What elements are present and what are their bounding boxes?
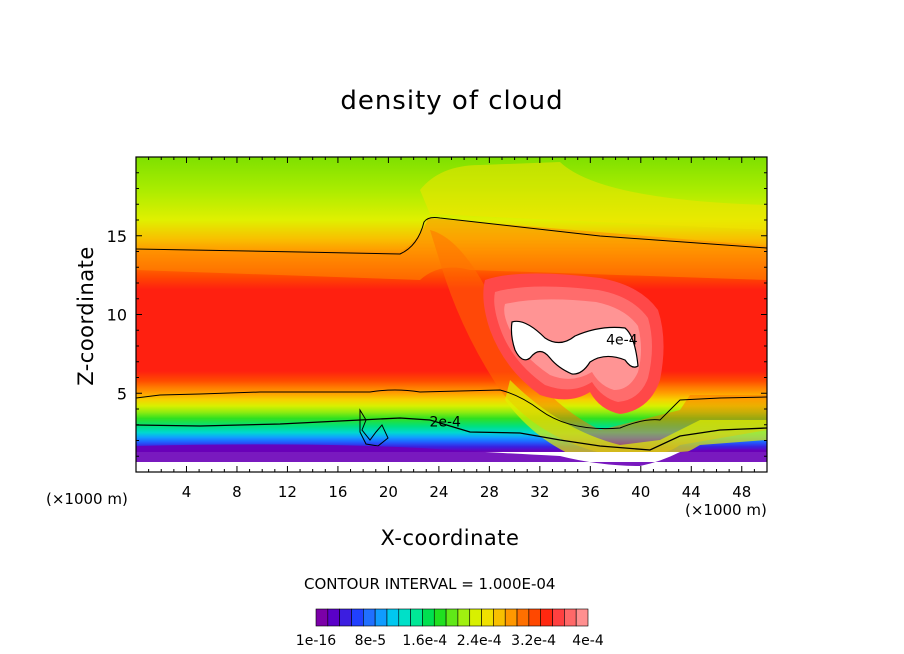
colorbar-cell [457, 608, 471, 627]
colorbar-cell [493, 608, 506, 627]
contour-line-2e-4 [136, 417, 767, 451]
core-white-region [510, 320, 639, 375]
x-tick-label: 8 [232, 483, 242, 501]
colorbar-cell [374, 608, 388, 627]
x-tick-label: 40 [631, 483, 650, 501]
colorbar-cell [552, 608, 565, 627]
contour-interval-text: CONTOUR INTERVAL = 1.000E-04 [304, 575, 556, 593]
x-tick-label: 4 [182, 483, 192, 501]
colorbar-cell [422, 608, 435, 627]
colorbar-label: 8e-5 [355, 633, 386, 649]
x-unit-left: (×1000 m) [46, 490, 128, 508]
colorbar-cell [504, 608, 518, 627]
chart-title: density of cloud [340, 86, 564, 116]
colorbar-cell [339, 608, 352, 627]
colorbar-cell [351, 608, 364, 627]
x-tick-label: 44 [682, 483, 701, 501]
colorbar-label: 2.4e-4 [457, 633, 502, 649]
x-tick-label: 20 [379, 483, 398, 501]
contour-label: 2e-4 [429, 414, 461, 430]
colorbar-cell [363, 608, 376, 627]
surface-band [136, 444, 767, 466]
colorbar-cell [327, 608, 340, 627]
y-tick-label: 15 [107, 227, 127, 246]
y-tick-label: 5 [117, 384, 127, 403]
colorbar-label: 4e-4 [572, 633, 604, 649]
colorbar-cell [481, 608, 494, 627]
x-axis-label: X-coordinate [0, 526, 904, 550]
colorbar-cell [469, 608, 482, 627]
x-tick-label: 36 [581, 483, 600, 501]
x-tick-label: 48 [732, 483, 751, 501]
contour-label: 4e-4 [606, 332, 638, 348]
noise-cluster [359, 408, 389, 447]
colorbar-cell [445, 608, 459, 627]
colorbar-cell [575, 608, 589, 627]
colorbar-cell [386, 608, 400, 627]
colorbar-cell [410, 608, 423, 627]
colorbar-cell [564, 608, 577, 627]
colorbar-label: 1e-16 [296, 633, 336, 649]
colorbar-label: 3.2e-4 [511, 633, 556, 649]
trough-yellow [505, 380, 767, 467]
x-tick-label: 32 [530, 483, 549, 501]
contour-line-mid [136, 389, 767, 430]
x-unit-right: (×1000 m) [685, 501, 767, 519]
x-tick-label: 16 [328, 483, 347, 501]
colorbar-cell [398, 608, 411, 627]
colorbar-cell [315, 608, 329, 627]
y-tick-label: 10 [107, 306, 127, 325]
contour-line-upper [136, 217, 767, 255]
colorbar-cell [540, 608, 553, 627]
x-tick-label: 12 [278, 483, 297, 501]
x-tick-label: 24 [429, 483, 448, 501]
colorbar-cell [516, 608, 530, 627]
yellow-band [420, 162, 767, 230]
colorbar-cells [315, 608, 589, 627]
y-ticks: 5 10 15 [107, 172, 767, 457]
x-ticks: 4 8 12 16 20 24 28 32 36 40 44 48 [148, 157, 755, 501]
colorbar-cell [528, 608, 541, 627]
contour-labels: 2e-4 4e-4 [429, 332, 637, 430]
colorbar-label: 1.6e-4 [402, 633, 447, 649]
colorbar-labels: 1e-16 8e-5 1.6e-4 2.4e-4 3.2e-4 4e-4 [296, 633, 604, 649]
x-tick-label: 28 [480, 483, 499, 501]
plot-area [136, 157, 767, 472]
x-axis-label-text: X-coordinate [380, 526, 520, 550]
colorbar-cell [433, 608, 447, 627]
